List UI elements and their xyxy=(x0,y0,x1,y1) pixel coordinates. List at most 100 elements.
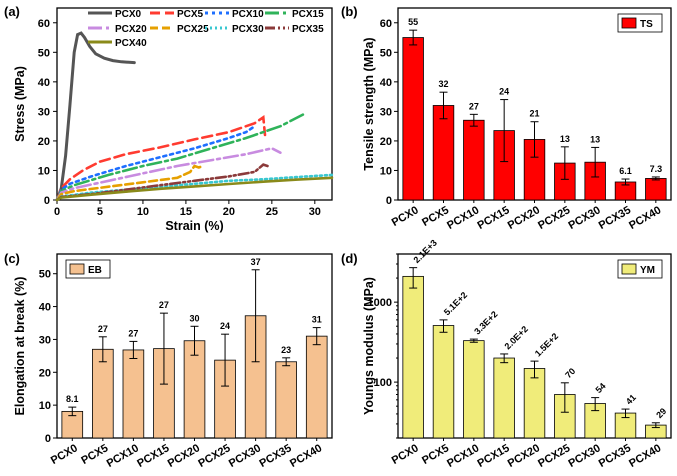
panel-d-data-label: 70 xyxy=(563,366,577,380)
panel-b-bar-pcx40 xyxy=(645,178,667,201)
series-line-pcx40 xyxy=(55,176,334,202)
panel-b-xtick-label: PCX30 xyxy=(566,204,602,232)
panel-c-bar-pcx35 xyxy=(275,361,297,439)
panel-c-data-label: 37 xyxy=(251,257,261,267)
panel-a-frame xyxy=(56,7,333,201)
panel-a-ytick-label: 0 xyxy=(44,195,50,207)
panel-b-xtick-label: PCX40 xyxy=(627,204,663,232)
panel-c-xtick-label: PCX20 xyxy=(166,442,202,470)
panel-c-data-label: 23 xyxy=(281,345,291,355)
panel-c-legend-label: EB xyxy=(88,265,102,276)
panel-b-ytick-label: 40 xyxy=(380,77,392,89)
panel-b-data-label: 24 xyxy=(499,87,509,97)
panel-d-data-label: 2.0E+2 xyxy=(503,324,530,351)
panel-c-ytick-label: 50 xyxy=(39,269,51,281)
panel-b-bar-pcx5 xyxy=(432,105,455,201)
panel-c-xtick-label: PCX40 xyxy=(288,442,324,470)
panel-a-xlabel: Strain (%) xyxy=(165,219,223,233)
panel-a-xtick-label: 25 xyxy=(266,206,278,218)
panel-b-data-label: 27 xyxy=(469,101,479,111)
panel-c-data-label: 31 xyxy=(312,315,322,325)
panel-d-data-label: 3.3E+2 xyxy=(472,309,499,336)
panel-d-ytick-label: 1000 xyxy=(368,297,392,309)
panel-c-ytick-label: 10 xyxy=(39,400,51,412)
panel-b-data-label: 32 xyxy=(438,79,448,89)
panel-b-xtick-label: PCX15 xyxy=(475,204,511,232)
panel-c-xtick-label: PCX35 xyxy=(257,442,293,470)
panel-b-xtick-label: PCX20 xyxy=(506,204,542,232)
panel-c-xtick-label: PCX0 xyxy=(49,442,80,467)
panel-a-ylabel: Stress (MPa) xyxy=(13,66,27,142)
panel-c-xtick-label: PCX15 xyxy=(135,442,171,470)
series-line-pcx0 xyxy=(55,31,136,202)
panel-c-bar-pcx5 xyxy=(92,348,114,439)
panel-b-ytick-label: 30 xyxy=(380,106,392,118)
legend-label-pcx35: PCX35 xyxy=(292,24,324,35)
panel-a-ytick-label: 60 xyxy=(38,18,50,30)
panel-b-ytick-label: 20 xyxy=(380,136,392,148)
panel-b-xtick-label: PCX25 xyxy=(536,204,572,232)
panel-b-xtick-label: PCX35 xyxy=(597,204,633,232)
legend-label-pcx10: PCX10 xyxy=(232,9,264,20)
panel-c-data-label: 27 xyxy=(98,324,108,334)
legend-label-pcx30: PCX30 xyxy=(232,24,264,35)
panel-c-ylabel: Elongation at break (%) xyxy=(13,277,27,416)
panel-c-ytick-label: 0 xyxy=(45,433,51,445)
panel-a-xtick-label: 10 xyxy=(137,206,149,218)
panel-d-xtick-label: PCX20 xyxy=(506,442,542,470)
panel-b-ytick-label: 60 xyxy=(380,18,392,30)
panel-c-ytick-label: 30 xyxy=(39,334,51,346)
panel-d-bar-pcx10 xyxy=(463,340,485,439)
panel-d-data-label: 54 xyxy=(594,381,608,395)
series-line-pcx20 xyxy=(55,146,282,202)
panel-d-xtick-label: PCX0 xyxy=(390,442,421,467)
panel-d-legend-label: YM xyxy=(640,265,655,276)
panel-b-bar-pcx0 xyxy=(402,37,424,201)
panel-a-ytick-label: 30 xyxy=(38,106,50,118)
panel-d-bar-pcx20 xyxy=(523,368,546,439)
series-line-pcx25 xyxy=(55,164,205,202)
panel-b-data-label: 7.3 xyxy=(650,164,663,174)
legend-label-pcx40: PCX40 xyxy=(115,38,147,49)
panel-b-legend-label: TS xyxy=(640,19,653,30)
panel-c-bar-pcx10 xyxy=(122,349,145,439)
panel-d-xtick-label: PCX10 xyxy=(445,442,481,470)
panel-a-xtick-label: 5 xyxy=(97,206,103,218)
panel-a-ytick-label: 40 xyxy=(38,77,50,89)
panel-b-xtick-label: PCX0 xyxy=(390,204,421,229)
panel-d-bar-pcx5 xyxy=(432,325,455,439)
panel-a-ytick-label: 20 xyxy=(38,136,50,148)
panel-d-ytick-label: 100 xyxy=(374,377,392,389)
panel-a-xtick-label: 30 xyxy=(309,206,321,218)
series-line-pcx5 xyxy=(55,114,267,202)
panel-c-data-label: 8.1 xyxy=(66,394,79,404)
panel-c-data-label: 24 xyxy=(220,321,230,331)
series-line-pcx15 xyxy=(55,111,308,202)
panel-c-xtick-label: PCX30 xyxy=(227,442,263,470)
panel-a-ytick-label: 10 xyxy=(38,165,50,177)
panel-a-ytick-label: 50 xyxy=(38,47,50,59)
panel-d-data-label: 5.1E+2 xyxy=(442,290,469,317)
panel-b-legend-swatch xyxy=(621,17,637,29)
panel-d-data-label: 41 xyxy=(624,392,638,406)
legend-label-pcx0: PCX0 xyxy=(115,9,142,20)
series-line-pcx10 xyxy=(55,124,256,202)
panel-d-xtick-label: PCX40 xyxy=(627,442,663,470)
panel-b-xtick-label: PCX10 xyxy=(445,204,481,232)
panel-b-data-label: 13 xyxy=(560,134,570,144)
panel-d-xtick-label: PCX30 xyxy=(566,442,602,470)
panel-d-data-label: 2.1E+3 xyxy=(412,238,439,265)
panel-b-bar-pcx10 xyxy=(463,119,485,201)
panel-c-data-label: 27 xyxy=(128,328,138,338)
legend-label-pcx20: PCX20 xyxy=(115,24,147,35)
panel-d-bar-pcx15 xyxy=(493,357,515,439)
panel-b-data-label: 21 xyxy=(529,109,539,119)
panel-c-data-label: 30 xyxy=(189,313,199,323)
panel-a-letter: (a) xyxy=(4,4,20,19)
panel-d-ylabel: Youngs modulus (MPa) xyxy=(362,277,376,415)
panel-b-ytick-label: 50 xyxy=(380,47,392,59)
panel-c-xtick-label: PCX25 xyxy=(196,442,232,470)
panel-d-data-label: 1.5E+2 xyxy=(533,331,560,358)
legend-label-pcx5: PCX5 xyxy=(177,9,204,20)
